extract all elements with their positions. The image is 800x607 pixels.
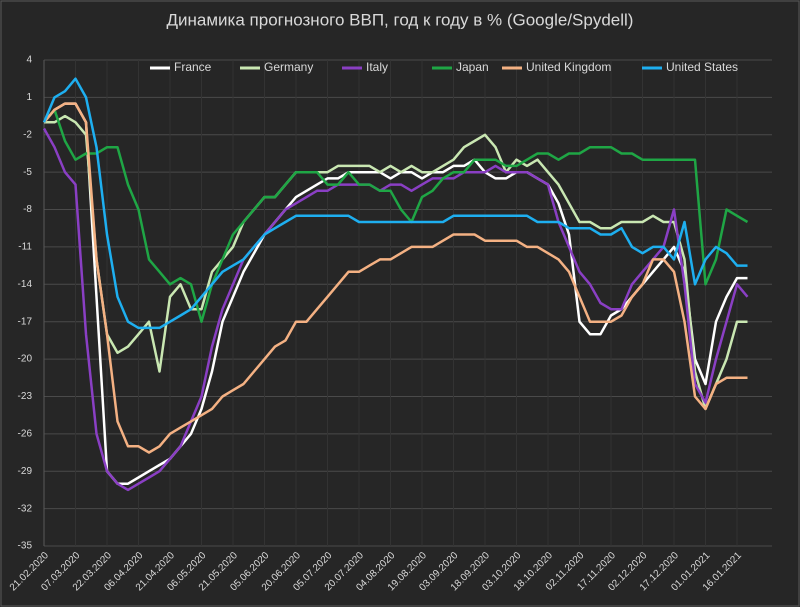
y-tick-label: -5: [23, 167, 32, 178]
y-tick-label: -20: [18, 354, 33, 365]
y-tick-label: -35: [18, 541, 33, 552]
legend-text: Japan: [456, 60, 489, 74]
chart-title: Динамика прогнозного ВВП, год к году в %…: [167, 10, 634, 29]
y-tick-label: -2: [23, 129, 32, 140]
series-line: [43, 108, 749, 323]
y-tick-label: -26: [18, 428, 33, 439]
legend-text: United States: [666, 60, 738, 74]
y-tick-label: -29: [18, 466, 33, 477]
series-line: [42, 77, 748, 330]
y-tick-label: -32: [18, 503, 33, 514]
y-tick-label: -8: [23, 204, 32, 215]
series-line: [43, 102, 748, 454]
y-tick-label: 1: [26, 92, 32, 103]
legend-text: France: [174, 60, 212, 74]
legend-text: Germany: [264, 60, 313, 74]
y-tick-label: -17: [18, 316, 33, 327]
y-tick-label: 4: [26, 55, 32, 66]
series-line: [42, 127, 749, 492]
series-line: [44, 114, 748, 411]
y-tick-label: -23: [18, 391, 33, 402]
y-tick-label: -11: [18, 242, 32, 253]
legend-text: United Kingdom: [526, 60, 611, 74]
y-tick-label: -14: [18, 279, 33, 290]
legend-text: Italy: [366, 60, 388, 74]
